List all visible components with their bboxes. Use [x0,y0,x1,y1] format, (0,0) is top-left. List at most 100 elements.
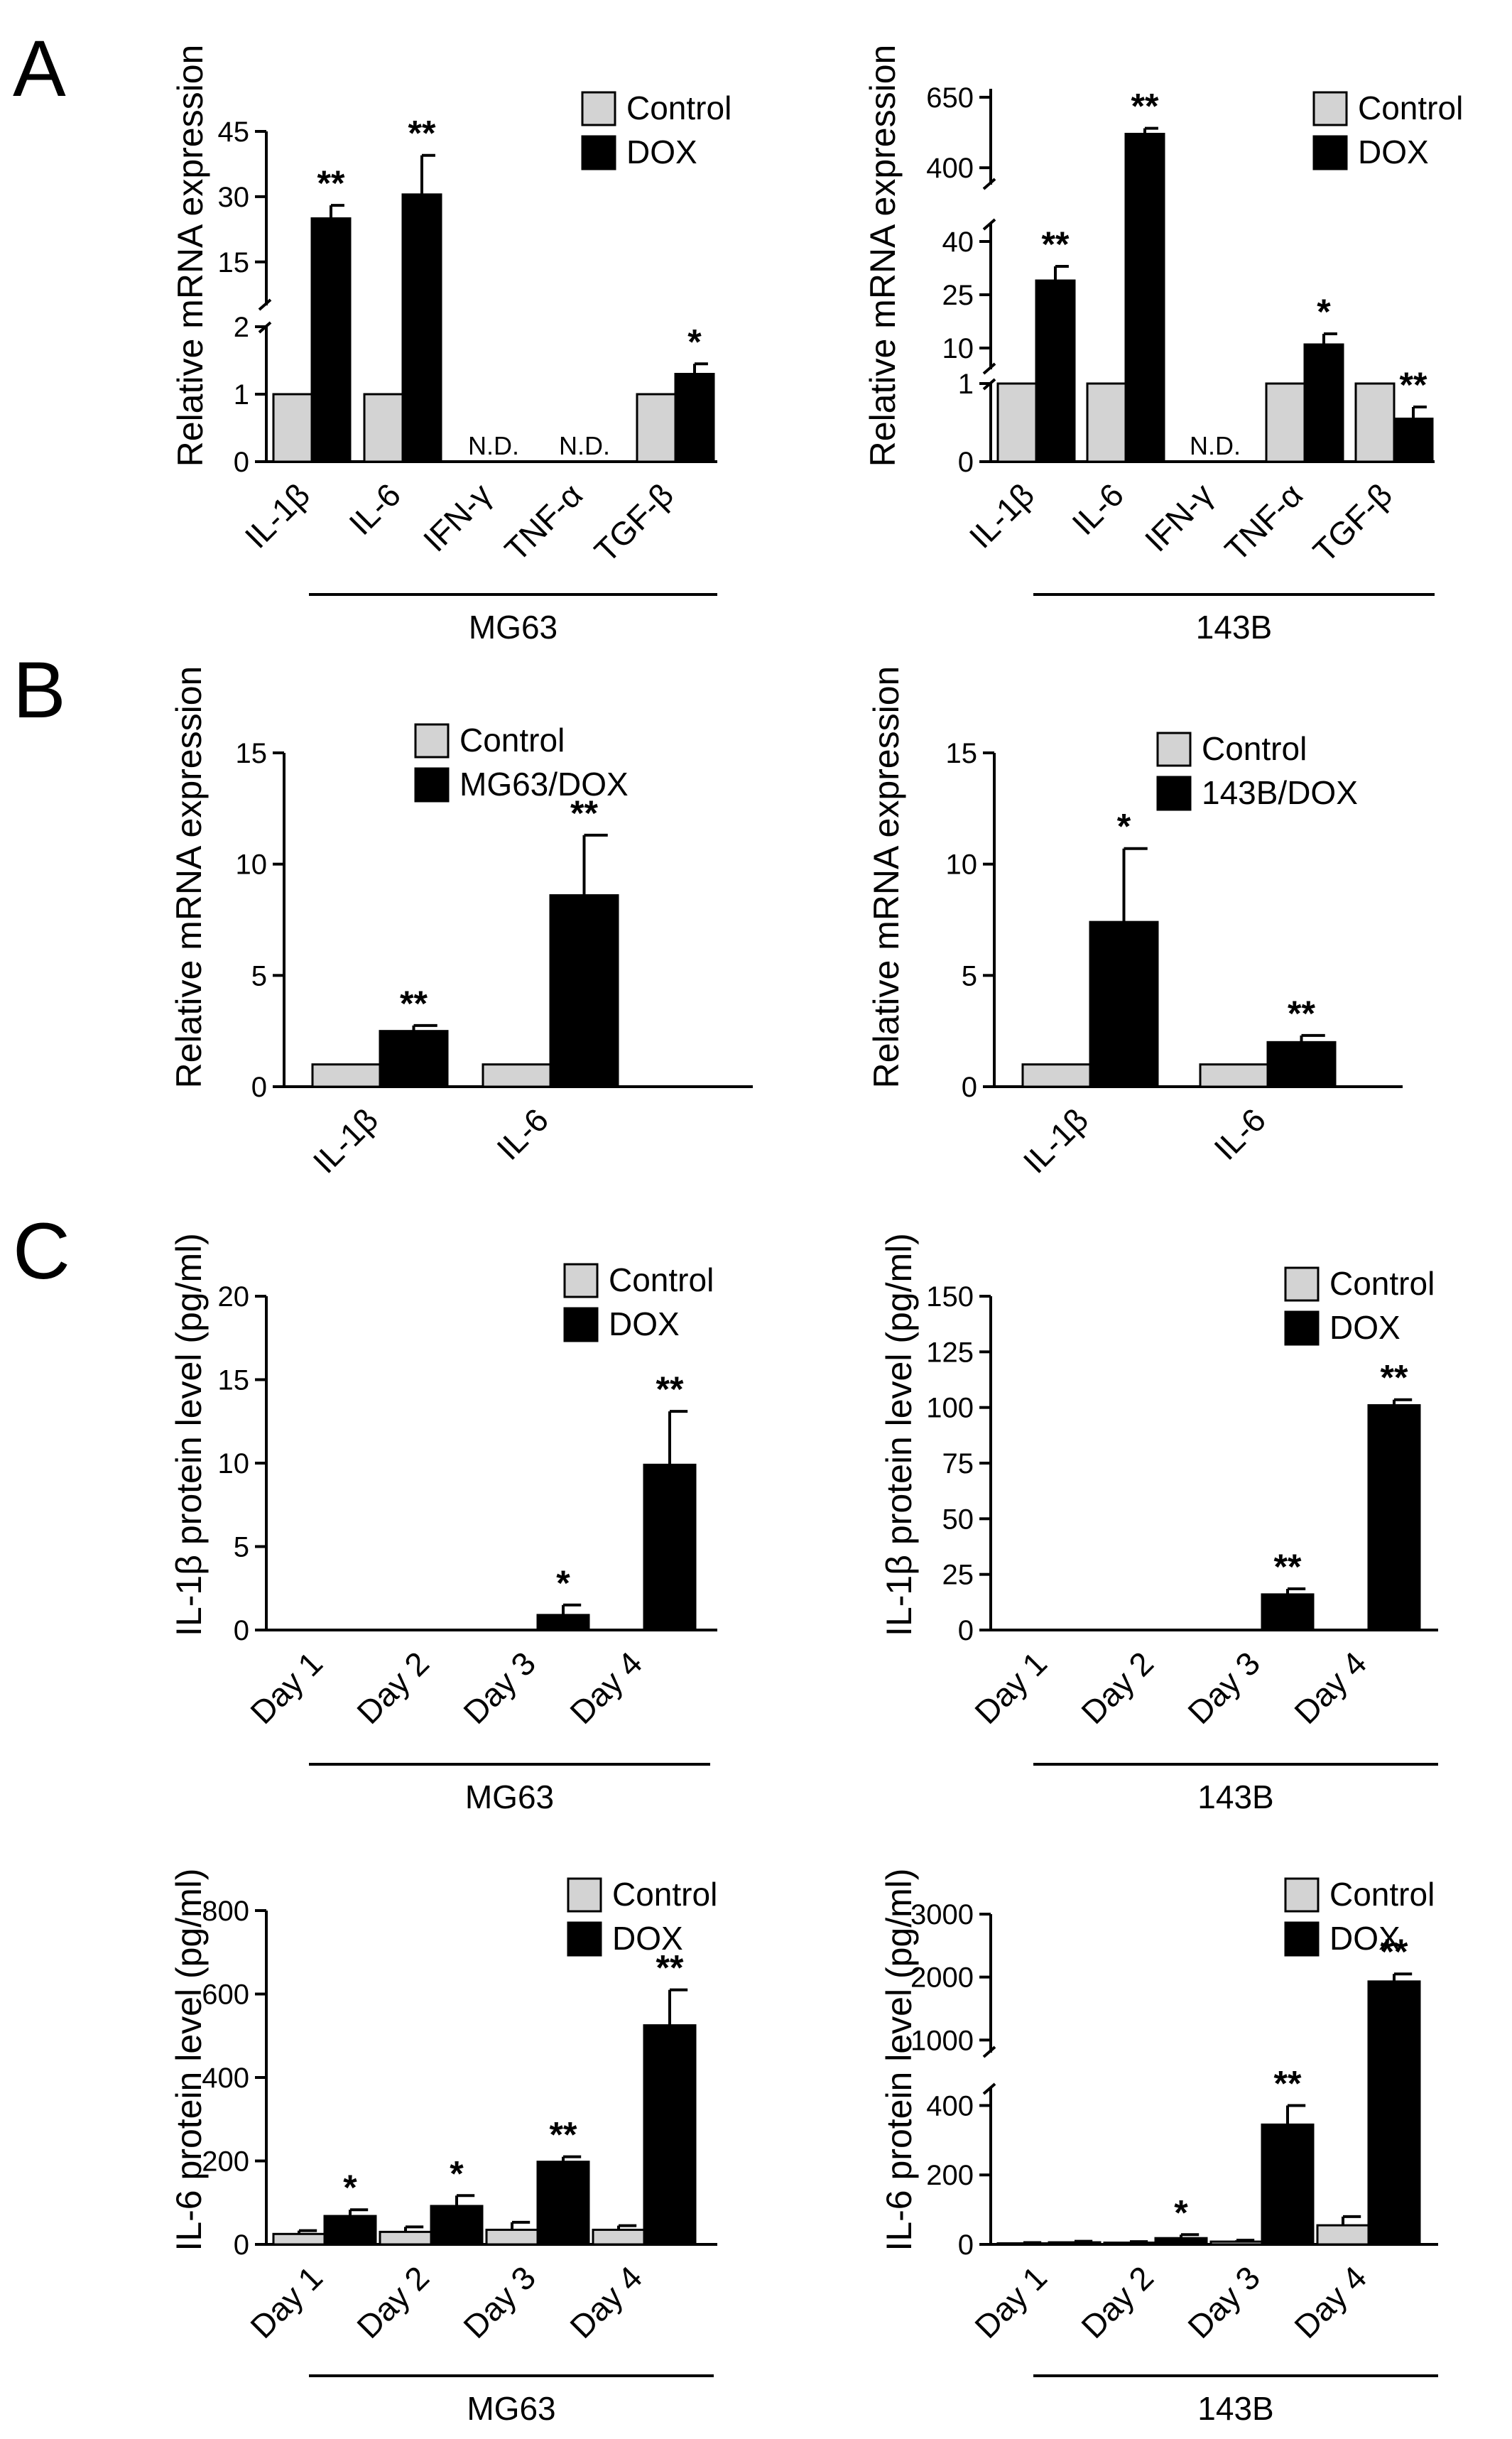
significance-marker: * [450,2153,464,2193]
chart-c-il1b-mg63: 0 5 10 15 20 IL-1β protein level (pg/ml) Day 1… [169,1233,717,1815]
bar-control [1354,382,1396,463]
significance-marker: * [1317,292,1331,332]
y-tick-label: 0 [234,2229,249,2261]
legend-swatch-control [1284,1877,1320,1913]
legend-label: MG63/DOX [459,766,629,803]
significance-marker: ** [1400,365,1427,405]
panel-letter-b: B [13,646,66,734]
bar-control [1265,382,1306,463]
y-tick-label: 650 [926,82,974,114]
y-axis-label: Relative mRNA expression [863,45,903,467]
y-tick-label: 10 [942,333,974,364]
legend-swatch-dox [563,1307,599,1342]
cell-line-label: 143B [1197,1778,1273,1815]
axis-break-mark [258,321,272,334]
cell-line-label: MG63 [467,2390,555,2427]
cell-line-label: MG63 [465,1778,554,1815]
bar-dox [643,2024,697,2246]
bar-dox [430,2205,484,2246]
legend-swatch-control [1156,732,1192,767]
significance-marker: ** [570,793,598,833]
y-tick-label: 10 [946,849,978,881]
axis-break-mark [982,362,996,375]
axis-break-mark [982,2082,996,2095]
significance-marker: ** [400,984,428,1023]
bar-dox [1303,343,1344,463]
y-tick-label: 15 [218,1365,250,1396]
y-tick-label: 15 [946,738,978,769]
y-axis-label: IL-1β protein level (pg/ml) [169,1233,209,1636]
bar-control [1086,382,1127,463]
bar-control [272,393,313,463]
x-category-label: Day 3 [1180,2259,1267,2345]
y-tick-label: 0 [251,1072,267,1103]
legend-label: DOX [1358,134,1429,170]
x-category-label: IL-1β [1016,1101,1096,1180]
significance-marker: ** [1042,224,1070,264]
axis-break-mark [258,298,272,311]
bar-dox [1035,279,1076,463]
bar-dox [643,1463,697,1631]
y-axis-label: IL-6 protein level (pg/ml) [169,1868,209,2251]
y-tick-label: 50 [942,1504,974,1535]
bar-control [1199,1063,1269,1088]
y-tick-label: 800 [202,1896,249,1927]
bar-dox [1154,2237,1208,2246]
legend-label: DOX [626,134,697,170]
cell-line-label: MG63 [469,609,558,646]
cell-line-label: 143B [1196,609,1272,646]
legend-label: Control [1329,1876,1435,1913]
x-category-label: Day 3 [456,2259,543,2345]
bar-dox [1261,2123,1315,2246]
y-tick-label: 1 [234,379,249,411]
bar-dox [1367,1404,1421,1631]
y-tick-label: 25 [942,1560,974,1591]
chart-b-mg63: 0 5 10 15 Relative mRNA expression ** IL-1β ** I… [169,666,753,1180]
significance-marker: ** [656,1369,684,1409]
y-tick-label: 100 [926,1393,974,1424]
y-tick-label: 15 [236,738,268,769]
significance-marker: ** [550,2115,577,2155]
bar-dox [536,2161,590,2246]
legend-label: Control [1358,89,1463,126]
bar-control [485,2228,539,2246]
significance-marker: * [556,1563,570,1603]
significance-marker: * [687,322,702,362]
x-category-label: Day 4 [1287,2259,1374,2345]
legend-label: DOX [1329,1309,1400,1346]
y-tick-label: 0 [962,1072,977,1103]
significance-marker: ** [656,1948,684,1988]
bar-dox [379,1030,449,1088]
x-category-label: Day 4 [562,1644,649,1731]
x-category-label: Day 4 [1287,1644,1374,1731]
axis-break-mark [982,378,996,391]
x-category-label: TGF-β [1306,476,1399,569]
x-category-label: TNF-α [1217,476,1310,568]
x-category-label: Day 2 [1074,1644,1160,1731]
bar-dox [549,894,619,1088]
x-category-label: Day 1 [967,1644,1054,1731]
x-category-label: Day 1 [243,1644,330,1731]
y-tick-label: 2 [234,312,249,343]
legend-swatch-dox [1156,776,1192,811]
y-tick-label: 150 [926,1281,974,1313]
legend-swatch-dox [1312,135,1348,170]
y-tick-label: 1 [958,369,974,400]
bar-control [311,1063,381,1088]
y-tick-label: 200 [926,2160,974,2191]
x-category-label: IFN-γ [416,476,499,558]
y-tick-label: 400 [926,153,974,184]
cell-line-label: 143B [1197,2390,1273,2427]
significance-marker: * [343,2168,357,2207]
y-tick-label: 5 [251,960,267,992]
not-detected-label: N.D. [1190,431,1241,460]
bar-dox [1261,1593,1315,1631]
legend-swatch-dox [567,1921,602,1957]
y-tick-label: 15 [218,247,250,278]
legend-swatch-dox [1284,1310,1320,1346]
legend-swatch-control [563,1263,599,1298]
